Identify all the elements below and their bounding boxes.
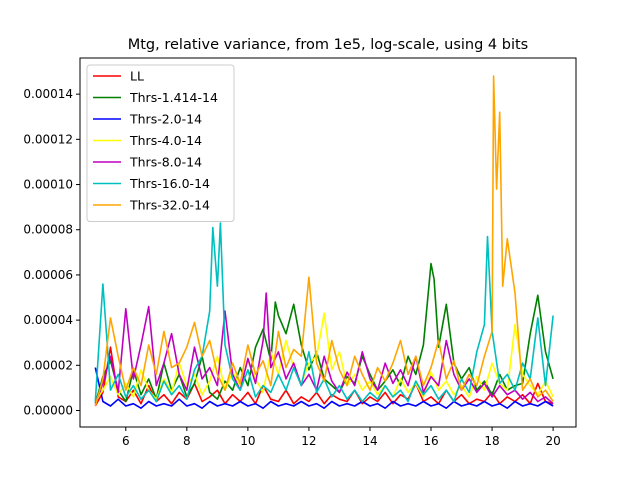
legend-label: Thrs-4.0-14 (129, 133, 202, 148)
x-axis: 6 8 10 12 14 16 18 20 (122, 427, 561, 448)
plot-frame (79, 57, 577, 428)
y-axis: 0.00000 0.00002 0.00004 0.00006 0.00008 0.000… (23, 87, 80, 418)
y-tick-label: 0.00002 (23, 358, 73, 372)
x-tick-label: 16 (423, 434, 438, 448)
legend-label: LL (130, 69, 144, 84)
legend-label: Thrs-32.0-14 (129, 198, 210, 213)
legend-label: Thrs-1.414-14 (129, 90, 218, 105)
x-tick-label: 14 (362, 434, 377, 448)
legend: LL Thrs-1.414-14 Thrs-2.0-14 Thrs-4.0-14 Thr… (86, 64, 235, 222)
series-line-6 (94, 75, 554, 407)
legend-label: Thrs-8.0-14 (129, 155, 202, 170)
x-tick-label: 20 (545, 434, 560, 448)
series-line-2 (94, 367, 554, 410)
y-tick-label: 0.00004 (23, 313, 73, 327)
series-line-5 (94, 222, 554, 403)
y-tick-label: 0.00010 (23, 178, 73, 192)
x-tick-label: 12 (301, 434, 316, 448)
x-tick-label: 10 (240, 434, 255, 448)
series-line-3 (94, 312, 554, 402)
y-tick-label: 0.00006 (23, 268, 73, 282)
series-line-0 (94, 346, 554, 407)
y-tick-label: 0.00000 (23, 404, 73, 418)
x-tick-label: 18 (484, 434, 499, 448)
legend-box (86, 64, 235, 222)
x-tick-label: 6 (122, 434, 130, 448)
series-layer (94, 75, 554, 410)
chart-title: Mtg, relative variance, from 1e5, log-sc… (128, 37, 529, 53)
legend-label: Thrs-16.0-14 (129, 176, 210, 191)
y-tick-label: 0.00014 (23, 87, 73, 101)
y-tick-label: 0.00008 (23, 223, 73, 237)
legend-label: Thrs-2.0-14 (129, 112, 202, 127)
y-tick-label: 0.00012 (23, 132, 73, 146)
x-tick-label: 8 (183, 434, 191, 448)
